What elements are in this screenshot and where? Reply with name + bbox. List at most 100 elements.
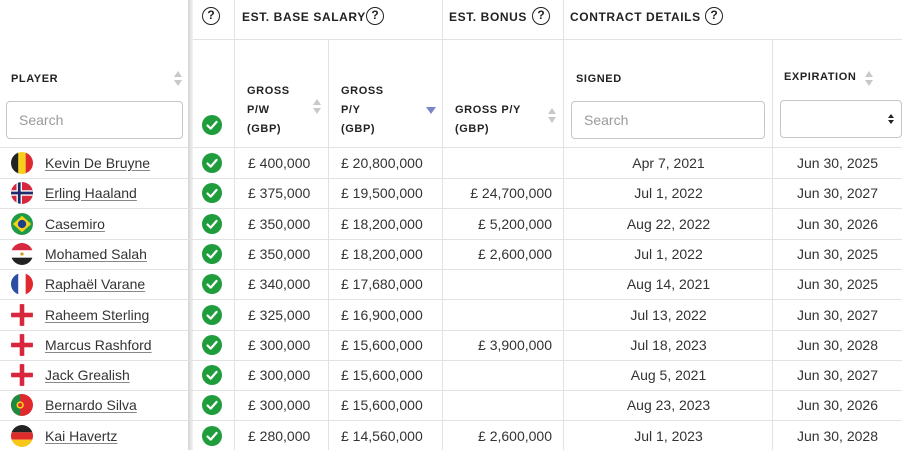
expiration-date-cell: Jun 30, 2026 bbox=[797, 215, 878, 232]
check-icon bbox=[202, 213, 222, 234]
signed-date-cell: Jul 1, 2022 bbox=[634, 245, 703, 262]
col-divider bbox=[234, 0, 235, 450]
row-divider bbox=[0, 390, 902, 392]
player-name-link[interactable]: Erling Haaland bbox=[45, 185, 137, 202]
table-row: Raphaël Varane £ 340,000 £ 17,680,000 Aug 1… bbox=[0, 269, 902, 299]
bonus-cell: £ 24,700,000 bbox=[470, 185, 552, 202]
table-row: Jack Grealish £ 300,000 £ 15,600,000 Aug 5,… bbox=[0, 360, 902, 390]
gross-py-cell: £ 15,600,000 bbox=[341, 367, 423, 384]
gross-pw-cell: £ 340,000 bbox=[248, 276, 311, 293]
signed-date-cell: Aug 23, 2023 bbox=[626, 397, 711, 414]
col-divider bbox=[772, 39, 773, 450]
check-icon bbox=[202, 304, 222, 325]
player-name-link[interactable]: Mohamed Salah bbox=[45, 245, 147, 262]
player-name-link[interactable]: Kai Havertz bbox=[45, 427, 118, 444]
signed-date-cell: Apr 7, 2021 bbox=[632, 155, 705, 171]
column-header-signed[interactable]: SIGNED bbox=[576, 73, 622, 85]
player-name-link[interactable]: Raphaël Varane bbox=[45, 276, 146, 293]
gross-py-cell: £ 20,800,000 bbox=[341, 155, 423, 171]
column-header-expiration[interactable]: EXPIRATION bbox=[784, 71, 857, 83]
group-header-contract: CONTRACT DETAILS bbox=[570, 10, 701, 24]
sort-descending-icon[interactable] bbox=[426, 107, 436, 114]
gross-py-cell: £ 16,900,000 bbox=[341, 306, 423, 323]
select-up-arrow-icon bbox=[888, 114, 894, 118]
column-header-gross-pw[interactable]: GROSS P/W (GBP) bbox=[247, 85, 290, 135]
row-divider bbox=[0, 420, 902, 422]
check-icon bbox=[202, 365, 222, 386]
row-divider bbox=[0, 208, 902, 210]
expiration-date-cell: Jun 30, 2027 bbox=[797, 367, 878, 384]
row-divider bbox=[0, 178, 902, 179]
expiration-filter-select[interactable] bbox=[780, 100, 902, 138]
player-name-link[interactable]: Raheem Sterling bbox=[45, 306, 150, 323]
player-name-link[interactable]: Marcus Rashford bbox=[45, 336, 152, 353]
signed-date-cell: Aug 5, 2021 bbox=[630, 367, 707, 384]
gross-py-cell: £ 14,560,000 bbox=[341, 427, 423, 444]
bonus-cell bbox=[463, 360, 552, 390]
table-row: Raheem Sterling £ 325,000 £ 16,900,000 Jul … bbox=[0, 300, 902, 330]
sort-icon[interactable] bbox=[174, 71, 182, 89]
row-divider bbox=[0, 329, 902, 331]
england-flag-icon bbox=[11, 364, 33, 387]
group-header-divider bbox=[193, 39, 902, 40]
table-row: Kai Havertz £ 280,000 £ 14,560,000 £ 2,600,… bbox=[0, 421, 902, 450]
group-header-base-salary: EST. BASE SALARY bbox=[242, 10, 366, 24]
expiration-date-cell: Jun 30, 2026 bbox=[797, 397, 878, 414]
expiration-date-cell: Jun 30, 2027 bbox=[797, 185, 878, 202]
bonus-cell bbox=[463, 148, 552, 178]
col-divider bbox=[442, 0, 443, 450]
column-header-player[interactable]: PLAYER bbox=[11, 73, 59, 85]
table-row: Marcus Rashford £ 300,000 £ 15,600,000 £ 3,… bbox=[0, 330, 902, 360]
help-icon[interactable]: ? bbox=[366, 7, 384, 25]
england-flag-icon bbox=[11, 303, 33, 326]
gross-py-cell: £ 18,200,000 bbox=[341, 215, 423, 232]
signed-date-cell: Jul 1, 2022 bbox=[634, 185, 703, 202]
sort-icon[interactable] bbox=[865, 71, 873, 89]
frozen-column-shadow bbox=[188, 0, 193, 450]
check-icon bbox=[202, 183, 222, 204]
gross-pw-cell: £ 350,000 bbox=[248, 215, 311, 232]
france-flag-icon bbox=[11, 273, 33, 296]
norway-flag-icon bbox=[11, 182, 33, 205]
help-icon[interactable]: ? bbox=[705, 7, 723, 25]
bonus-cell: £ 2,600,000 bbox=[478, 245, 552, 262]
table-row: Bernardo Silva £ 300,000 £ 15,600,000 Aug 2… bbox=[0, 390, 902, 420]
expiration-date-cell: Jun 30, 2025 bbox=[797, 276, 878, 293]
gross-py-cell: £ 15,600,000 bbox=[341, 336, 423, 353]
player-name-link[interactable]: Jack Grealish bbox=[45, 367, 130, 384]
sort-icon[interactable] bbox=[313, 99, 321, 117]
column-header-gross-py[interactable]: GROSS P/Y (GBP) bbox=[341, 85, 384, 135]
select-down-arrow-icon bbox=[888, 120, 894, 124]
england-flag-icon bbox=[11, 333, 33, 356]
belgium-flag-icon bbox=[11, 152, 33, 174]
table-row: Mohamed Salah £ 350,000 £ 18,200,000 £ 2,60… bbox=[0, 239, 902, 269]
col-divider bbox=[563, 0, 564, 450]
help-icon[interactable]: ? bbox=[202, 7, 220, 25]
sort-icon[interactable] bbox=[548, 108, 556, 126]
gross-pw-cell: £ 300,000 bbox=[248, 336, 311, 353]
row-divider bbox=[0, 238, 902, 240]
group-header-bonus: EST. BONUS bbox=[449, 10, 528, 24]
bonus-cell bbox=[463, 300, 552, 330]
help-icon[interactable]: ? bbox=[532, 7, 550, 25]
player-search-input[interactable] bbox=[6, 101, 183, 139]
gross-py-cell: £ 18,200,000 bbox=[341, 245, 423, 262]
table-row: Kevin De Bruyne £ 400,000 £ 20,800,000 Apr … bbox=[0, 148, 902, 178]
gross-pw-cell: £ 280,000 bbox=[248, 427, 311, 444]
gross-py-cell: £ 15,600,000 bbox=[341, 397, 423, 414]
player-name-link[interactable]: Kevin De Bruyne bbox=[45, 155, 151, 171]
signed-search-input[interactable] bbox=[571, 101, 765, 139]
gross-pw-cell: £ 325,000 bbox=[248, 306, 311, 323]
gross-pw-cell: £ 400,000 bbox=[248, 155, 311, 171]
player-name-link[interactable]: Casemiro bbox=[45, 215, 105, 232]
column-header-bonus-py[interactable]: GROSS P/Y (GBP) bbox=[455, 104, 521, 135]
germany-flag-icon bbox=[11, 424, 33, 447]
signed-date-cell: Jul 13, 2022 bbox=[630, 306, 707, 323]
player-name-link[interactable]: Bernardo Silva bbox=[45, 397, 137, 414]
bonus-cell bbox=[463, 269, 552, 299]
table-row: Casemiro £ 350,000 £ 18,200,000 £ 5,200,000… bbox=[0, 209, 902, 239]
bonus-cell: £ 5,200,000 bbox=[478, 215, 552, 232]
egypt-flag-icon bbox=[11, 242, 33, 265]
row-divider bbox=[0, 268, 902, 270]
check-icon bbox=[202, 395, 222, 416]
